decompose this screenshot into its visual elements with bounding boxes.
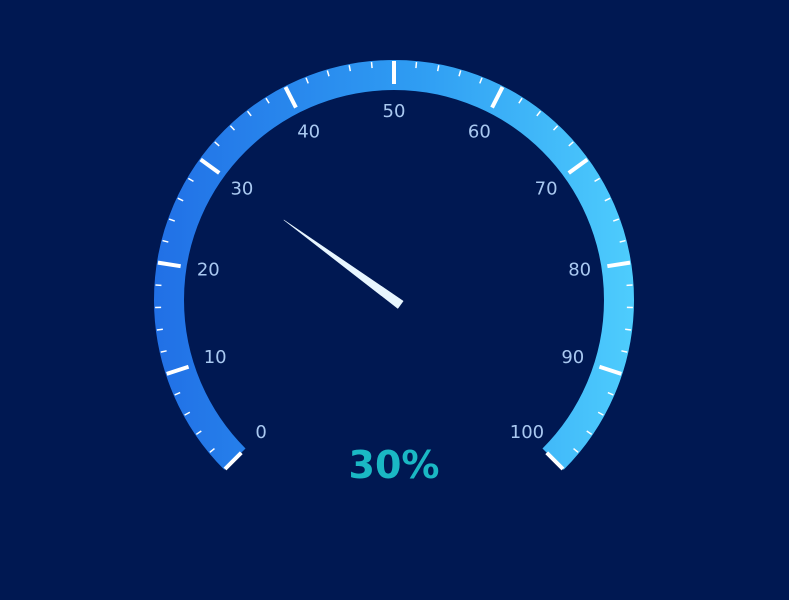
minor-tick bbox=[162, 239, 169, 243]
minor-tick bbox=[348, 65, 352, 72]
minor-tick bbox=[568, 141, 574, 147]
minor-tick bbox=[621, 350, 628, 353]
tick-label: 100 bbox=[510, 422, 544, 443]
tick-label: 30 bbox=[230, 178, 253, 199]
minor-tick bbox=[246, 110, 252, 117]
minor-tick bbox=[479, 77, 483, 84]
minor-tick bbox=[604, 197, 611, 202]
tick-label: 90 bbox=[561, 347, 584, 368]
minor-tick bbox=[625, 328, 632, 331]
minor-tick bbox=[552, 125, 559, 131]
minor-tick bbox=[168, 218, 176, 222]
minor-tick bbox=[415, 61, 418, 69]
minor-tick bbox=[174, 391, 181, 396]
minor-ticks bbox=[155, 61, 633, 453]
major-tick bbox=[490, 86, 505, 109]
minor-tick bbox=[229, 125, 236, 131]
gauge-needle bbox=[283, 219, 404, 309]
major-tick bbox=[545, 451, 565, 471]
minor-tick bbox=[209, 447, 215, 453]
minor-tick bbox=[607, 391, 614, 396]
major-tick bbox=[283, 86, 298, 109]
minor-tick bbox=[214, 141, 220, 147]
gauge-value-label: 30% bbox=[349, 443, 440, 487]
major-ticks bbox=[157, 61, 631, 471]
major-tick bbox=[567, 157, 589, 175]
minor-tick bbox=[160, 350, 167, 353]
major-tick bbox=[157, 260, 181, 269]
minor-tick bbox=[187, 177, 194, 183]
minor-tick bbox=[305, 77, 309, 84]
minor-tick bbox=[370, 61, 373, 69]
minor-tick bbox=[594, 177, 601, 183]
minor-tick bbox=[536, 110, 542, 117]
minor-tick bbox=[184, 411, 191, 416]
tick-label: 50 bbox=[383, 101, 406, 122]
minor-tick bbox=[573, 447, 579, 453]
major-tick bbox=[166, 364, 190, 376]
minor-tick bbox=[177, 197, 184, 202]
major-tick bbox=[223, 451, 243, 471]
minor-tick bbox=[612, 218, 620, 222]
minor-tick bbox=[586, 430, 593, 435]
tick-label: 70 bbox=[535, 178, 558, 199]
tick-label: 0 bbox=[255, 422, 266, 443]
minor-tick bbox=[156, 328, 163, 331]
tick-label: 80 bbox=[568, 260, 591, 281]
minor-tick bbox=[436, 65, 440, 72]
minor-tick bbox=[458, 70, 462, 77]
tick-label: 40 bbox=[297, 121, 320, 142]
minor-tick bbox=[619, 239, 626, 243]
tick-label: 10 bbox=[204, 347, 227, 368]
tick-label: 60 bbox=[468, 121, 491, 142]
minor-tick bbox=[597, 411, 604, 416]
major-tick bbox=[199, 157, 221, 175]
minor-tick bbox=[195, 430, 202, 435]
major-tick bbox=[607, 260, 631, 269]
major-tick bbox=[598, 364, 622, 376]
minor-tick bbox=[265, 97, 270, 104]
tick-label: 20 bbox=[197, 260, 220, 281]
minor-tick bbox=[326, 70, 330, 77]
gauge-arc bbox=[154, 60, 634, 470]
tick-labels: 0 10 20 30 40 50 60 70 80 90 100 bbox=[197, 101, 591, 443]
minor-tick bbox=[518, 97, 523, 104]
